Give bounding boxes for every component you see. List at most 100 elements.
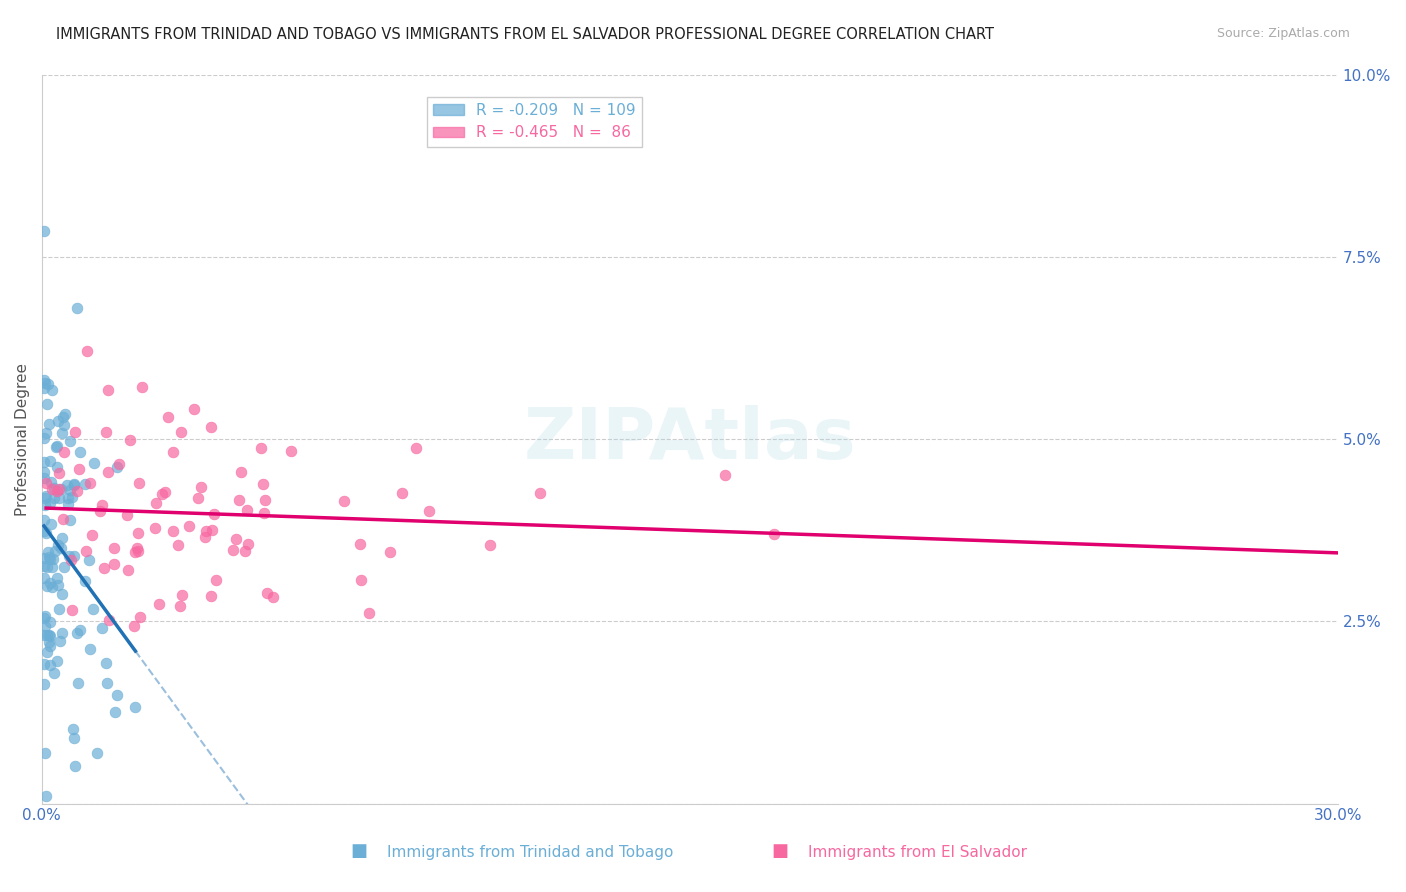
Point bbox=[38, 417, 60, 432]
Y-axis label: Professional Degree: Professional Degree bbox=[15, 362, 30, 516]
Point bbox=[157, 410, 180, 425]
Legend: R = -0.209   N = 109, R = -0.465   N =  86: R = -0.209 N = 109, R = -0.465 N = 86 bbox=[427, 96, 641, 146]
Point bbox=[63, 758, 86, 772]
Point bbox=[194, 530, 217, 544]
Point bbox=[202, 508, 225, 522]
Text: ■: ■ bbox=[350, 842, 367, 860]
Point bbox=[236, 503, 259, 517]
Point bbox=[51, 531, 73, 545]
Point bbox=[228, 493, 250, 508]
Point bbox=[357, 606, 380, 620]
Point bbox=[89, 504, 111, 518]
Point bbox=[63, 425, 86, 440]
Point bbox=[170, 425, 193, 440]
Point bbox=[124, 700, 146, 714]
Point bbox=[162, 444, 184, 458]
Point bbox=[63, 478, 86, 492]
Point bbox=[62, 731, 84, 745]
Point bbox=[96, 676, 118, 690]
Point bbox=[124, 618, 146, 632]
Point bbox=[187, 491, 209, 505]
Point bbox=[103, 557, 125, 571]
Point bbox=[51, 482, 73, 496]
Point bbox=[34, 609, 56, 624]
Point bbox=[46, 538, 69, 552]
Point bbox=[48, 466, 70, 480]
Point bbox=[48, 602, 70, 616]
Point bbox=[190, 480, 212, 494]
Point bbox=[76, 343, 98, 358]
Point bbox=[378, 544, 401, 558]
Point bbox=[41, 560, 63, 574]
Point bbox=[46, 439, 69, 453]
Point bbox=[42, 552, 65, 566]
Point bbox=[35, 645, 58, 659]
Point bbox=[32, 224, 55, 238]
Point bbox=[763, 527, 786, 541]
Point bbox=[42, 491, 65, 505]
Point bbox=[75, 574, 97, 588]
Point bbox=[97, 384, 120, 398]
Point bbox=[39, 639, 62, 653]
Point bbox=[44, 666, 66, 681]
Point bbox=[177, 519, 200, 533]
Point bbox=[39, 657, 62, 672]
Text: Immigrants from Trinidad and Tobago: Immigrants from Trinidad and Tobago bbox=[387, 845, 673, 860]
Point bbox=[162, 524, 184, 539]
Point bbox=[86, 746, 108, 760]
Text: ■: ■ bbox=[772, 842, 789, 860]
Point bbox=[79, 641, 101, 656]
Point bbox=[69, 623, 91, 637]
Point bbox=[39, 454, 62, 468]
Point bbox=[90, 499, 112, 513]
Point bbox=[104, 706, 127, 720]
Point bbox=[236, 536, 259, 550]
Point bbox=[32, 455, 55, 469]
Point bbox=[280, 443, 302, 458]
Point bbox=[51, 541, 73, 555]
Point bbox=[107, 688, 129, 702]
Point bbox=[32, 465, 55, 479]
Point bbox=[35, 476, 58, 491]
Point bbox=[46, 578, 69, 592]
Point bbox=[32, 513, 55, 527]
Point bbox=[32, 611, 55, 625]
Point bbox=[172, 588, 194, 602]
Point bbox=[52, 410, 75, 425]
Point bbox=[59, 434, 82, 448]
Point bbox=[52, 417, 75, 432]
Point bbox=[183, 401, 205, 416]
Text: ZIPAtlas: ZIPAtlas bbox=[523, 405, 856, 474]
Point bbox=[349, 536, 371, 550]
Point bbox=[34, 376, 56, 390]
Point bbox=[391, 485, 413, 500]
Point bbox=[67, 462, 90, 476]
Point bbox=[44, 543, 66, 558]
Point bbox=[231, 465, 253, 479]
Point bbox=[62, 722, 84, 736]
Point bbox=[333, 494, 356, 508]
Point bbox=[45, 440, 67, 454]
Point bbox=[98, 613, 121, 627]
Point bbox=[51, 426, 73, 441]
Point bbox=[48, 634, 70, 648]
Point bbox=[59, 553, 82, 567]
Point bbox=[59, 483, 82, 497]
Point bbox=[127, 525, 149, 540]
Point bbox=[35, 789, 58, 804]
Point bbox=[46, 414, 69, 428]
Point bbox=[35, 525, 58, 540]
Point bbox=[32, 381, 55, 395]
Text: Immigrants from El Salvador: Immigrants from El Salvador bbox=[808, 845, 1028, 860]
Point bbox=[59, 513, 82, 527]
Point bbox=[32, 373, 55, 387]
Point bbox=[124, 545, 146, 559]
Point bbox=[38, 635, 60, 649]
Point bbox=[48, 491, 70, 505]
Point bbox=[52, 560, 75, 574]
Point bbox=[35, 627, 58, 641]
Point bbox=[75, 544, 97, 558]
Point bbox=[45, 459, 67, 474]
Point bbox=[253, 492, 276, 507]
Point bbox=[713, 468, 735, 483]
